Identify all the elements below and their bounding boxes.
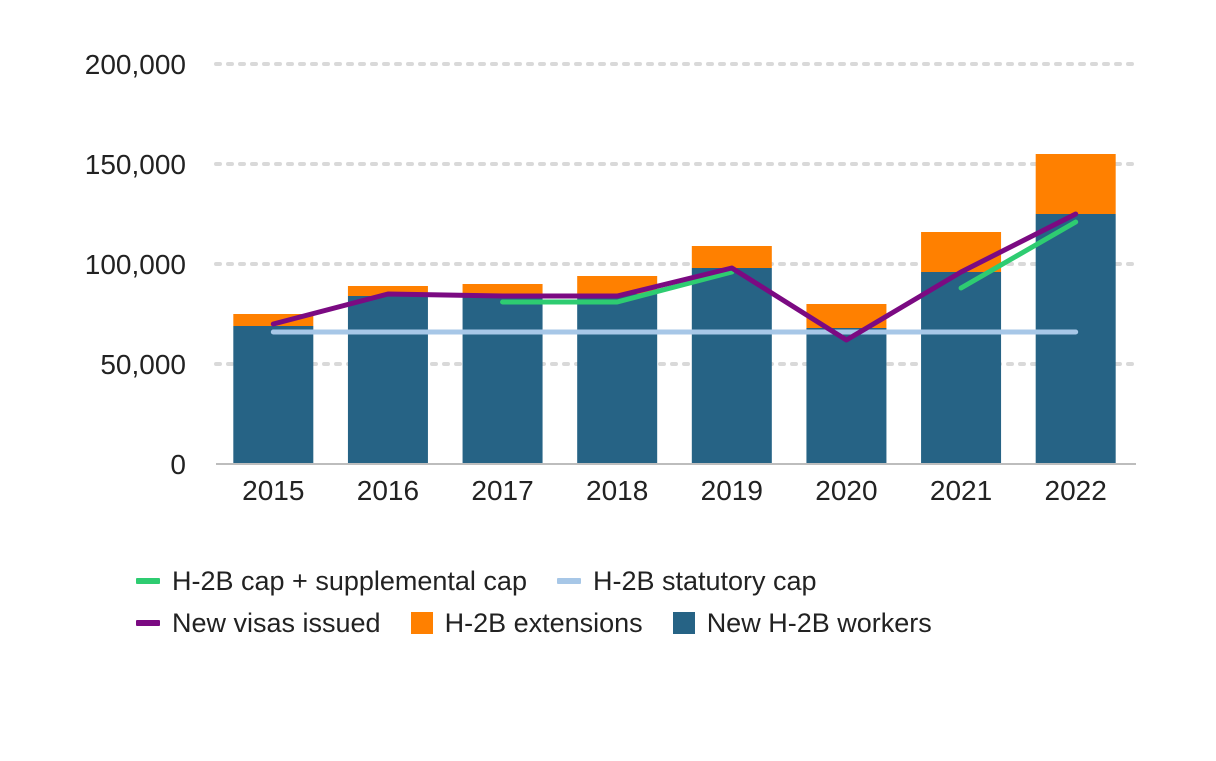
legend-swatch [136,578,160,584]
legend-swatch [136,620,160,626]
x-tick-label: 2018 [586,475,648,506]
legend-swatch [672,612,695,634]
legend-item-new-workers: New H-2B workers [672,607,932,639]
x-tick-labels: 2015 2016 2017 2018 2019 2020 2021 2022 [242,475,1107,506]
y-tick-label: 100,000 [85,249,186,280]
bar-h-2b-extensions [347,286,428,296]
bar-h-2b-extensions [462,284,543,296]
legend-label: New H-2B workers [706,607,932,638]
y-tick-labels: 0 50,000 100,000 150,000 200,000 [85,49,186,480]
legend-swatch [556,578,581,584]
x-tick-label: 2020 [815,475,877,506]
legend-label: H-2B cap + supplemental cap [172,565,527,596]
bar-new-h-2b-workers [691,268,772,464]
legend-item-statutory-cap: H-2B statutory cap [556,565,817,597]
y-tick-label: 150,000 [85,149,186,180]
x-tick-label: 2022 [1045,475,1107,506]
bar-new-h-2b-workers [347,296,428,464]
bars [233,154,1116,464]
y-tick-label: 0 [170,449,186,480]
legend-label: New visas issued [172,607,381,638]
bar-new-h-2b-workers [806,328,887,464]
legend-swatch [410,612,433,634]
x-tick-label: 2021 [930,475,992,506]
x-tick-label: 2017 [471,475,533,506]
gridlines [214,62,1135,366]
line-new-visas-issued [270,211,1079,343]
legend-row: H-2B cap + supplemental cap H-2B statuto… [136,560,1136,602]
series-lines [270,211,1079,343]
bar-new-h-2b-workers [233,326,314,464]
y-tick-label: 50,000 [100,349,186,380]
bar-h-2b-extensions [1035,154,1116,214]
bar-new-h-2b-workers [577,294,658,464]
legend-item-new-visas: New visas issued [136,608,381,639]
bar-h-2b-extensions [921,232,1002,272]
line-h-2b-cap-supplemental-cap [500,269,735,305]
x-tick-label: 2019 [701,475,763,506]
x-tick-label: 2016 [357,475,419,506]
bar-h-2b-extensions [691,246,772,268]
legend: H-2B cap + supplemental cap H-2B statuto… [136,560,1136,644]
bar-new-h-2b-workers [921,272,1002,464]
legend-row: New visas issued H-2B extensions New H-2… [136,602,1136,644]
x-tick-label: 2015 [242,475,304,506]
legend-label: H-2B extensions [444,607,643,638]
line-h-2b-cap-supplemental-cap [958,219,1079,291]
legend-label: H-2B statutory cap [592,565,817,596]
bar-new-h-2b-workers [462,296,543,464]
y-tick-label: 200,000 [85,49,186,80]
bar-new-h-2b-workers [1035,214,1116,464]
legend-item-supplemental-cap: H-2B cap + supplemental cap [136,566,527,597]
legend-item-extensions: H-2B extensions [410,607,643,639]
